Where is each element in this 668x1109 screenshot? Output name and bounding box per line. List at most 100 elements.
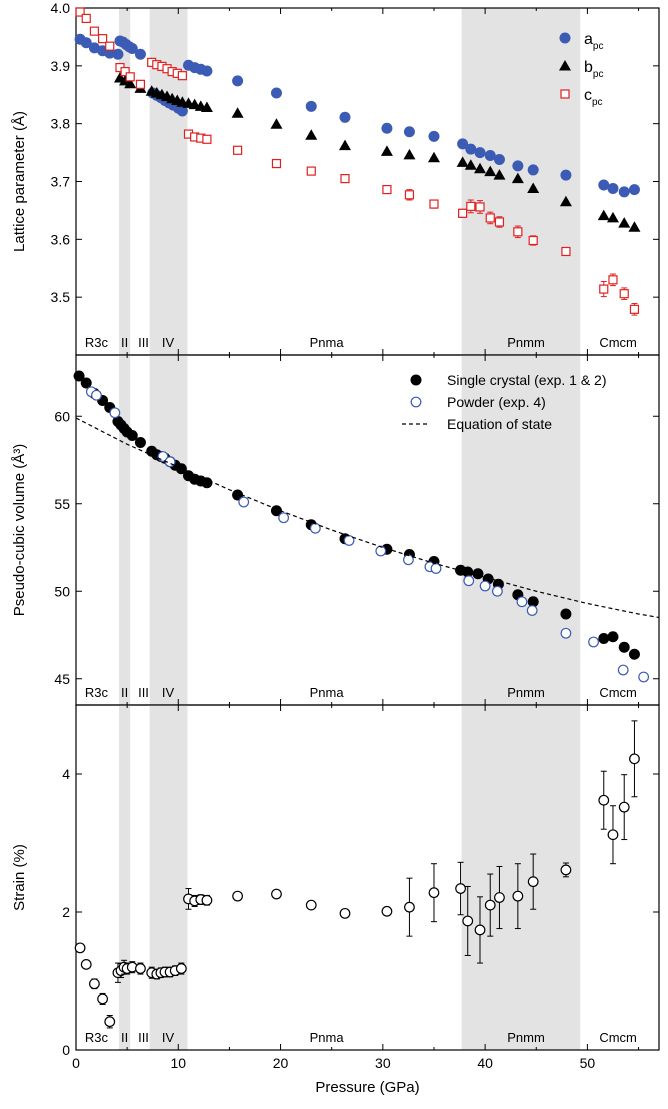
data-point <box>381 122 393 134</box>
data-point <box>617 664 629 676</box>
legend-label: cpc <box>584 87 603 108</box>
panel-1: 3.5 3.6 3.7 3.8 3.9 4.0 Lattice parameter (Å) R… <box>11 0 660 356</box>
data-point <box>463 575 475 587</box>
data-point <box>559 195 572 207</box>
y-tick-label: 3.9 <box>51 58 71 74</box>
data-point <box>598 794 610 806</box>
data-point <box>404 901 415 913</box>
data-point <box>427 151 440 163</box>
y-tick-label: 3.8 <box>51 116 71 132</box>
data-point <box>607 182 619 194</box>
y-tick-label: 3.6 <box>51 231 71 247</box>
equation-of-state-line <box>75 417 660 619</box>
data-point <box>455 883 466 894</box>
data-point <box>560 608 572 620</box>
data-point <box>560 627 572 639</box>
data-point <box>619 289 629 299</box>
data-point <box>618 801 630 813</box>
legend-marker <box>559 60 571 71</box>
data-point <box>278 512 290 524</box>
data-point <box>606 211 619 223</box>
data-point <box>638 671 650 683</box>
data-point <box>512 890 524 902</box>
data-point <box>628 221 641 232</box>
data-point <box>599 284 609 294</box>
phase-label: R3c <box>85 685 109 700</box>
legend-marker <box>559 32 571 44</box>
legend-label: apc <box>584 31 603 52</box>
data-point <box>126 430 138 441</box>
y-tick-label: 3.7 <box>51 174 71 190</box>
shaded-region <box>118 705 131 1050</box>
data-point <box>618 641 630 653</box>
data-point <box>494 892 505 903</box>
phase-label: Cmcm <box>599 335 637 350</box>
data-point <box>607 631 619 643</box>
data-point <box>462 915 474 927</box>
shaded-region <box>461 705 581 1050</box>
data-point <box>177 71 187 81</box>
data-point <box>430 563 442 574</box>
data-point <box>464 159 477 170</box>
data-point <box>513 227 523 237</box>
data-point <box>338 139 351 151</box>
data-point <box>561 246 571 257</box>
shaded-region <box>118 355 131 705</box>
data-point <box>80 37 92 49</box>
data-point <box>89 26 100 36</box>
data-point <box>403 554 414 566</box>
data-point <box>618 186 630 198</box>
data-point <box>232 75 244 87</box>
data-point <box>109 407 121 419</box>
y-tick-label: 55 <box>54 496 70 512</box>
data-point <box>403 148 416 160</box>
data-point <box>404 190 415 200</box>
data-point <box>306 166 316 176</box>
data-point <box>597 209 610 221</box>
y-tick-label: 50 <box>54 583 70 599</box>
data-point <box>305 899 317 911</box>
legend-label: Equation of state <box>447 416 552 432</box>
legend-marker <box>560 89 570 99</box>
data-point <box>485 213 495 223</box>
y-tick-label: 3.5 <box>51 289 71 305</box>
data-point <box>491 585 503 597</box>
data-point <box>200 101 213 112</box>
data-point <box>629 753 640 765</box>
data-point <box>375 545 387 557</box>
series-3 <box>75 417 660 619</box>
data-point <box>175 463 187 475</box>
y-axis-label: Lattice parameter (Å) <box>11 111 28 252</box>
phase-label: III <box>138 1030 149 1045</box>
y-tick-label: 45 <box>54 671 70 687</box>
data-point <box>233 145 243 155</box>
x-tick-label: 0 <box>72 1055 80 1071</box>
phase-label: III <box>138 335 149 350</box>
x-tick-label: 40 <box>477 1055 493 1071</box>
data-point <box>120 67 130 77</box>
data-point <box>125 72 135 82</box>
data-point <box>270 87 282 99</box>
data-point <box>493 154 505 166</box>
data-point <box>588 636 599 648</box>
data-point <box>457 138 469 150</box>
data-point <box>516 596 528 608</box>
x-tick-label: 50 <box>580 1055 596 1071</box>
data-point <box>75 7 85 17</box>
data-point <box>494 217 505 227</box>
phase-label: Pnmm <box>507 1030 545 1045</box>
phase-label: R3c <box>85 1030 109 1045</box>
data-point <box>511 172 524 184</box>
phase-label: II <box>121 685 128 700</box>
phase-label: Pnma <box>310 335 345 350</box>
data-point <box>202 134 212 144</box>
data-point <box>466 201 476 211</box>
legend-label: Single crystal (exp. 1 & 2) <box>447 372 607 388</box>
data-point <box>527 164 539 176</box>
phase-label: Pnma <box>310 1030 345 1045</box>
data-point <box>607 829 619 841</box>
series-1 <box>74 720 640 1029</box>
x-axis-label: Pressure (GPa) <box>315 1079 419 1096</box>
data-point <box>618 217 631 228</box>
